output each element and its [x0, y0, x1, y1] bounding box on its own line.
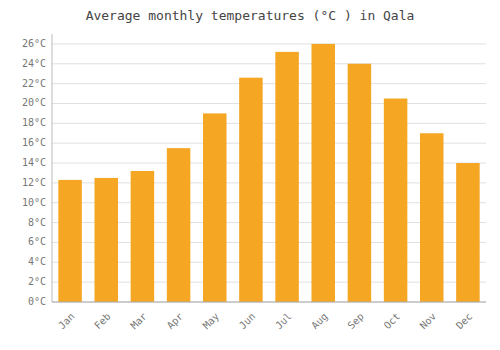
bar [167, 148, 191, 302]
x-tick-label: Mar [128, 311, 149, 332]
y-tick-label: 26°C [22, 38, 46, 49]
y-tick-label: 10°C [22, 197, 46, 208]
bar [131, 171, 155, 302]
y-tick-label: 0°C [28, 296, 46, 307]
y-tick-label: 16°C [22, 137, 46, 148]
y-axis-line [52, 34, 53, 302]
grid-line [52, 103, 486, 104]
chart-container: Average monthly temperatures (°C ) in Qa… [0, 0, 500, 350]
y-tick-label: 22°C [22, 78, 46, 89]
x-axis-line [52, 302, 486, 303]
y-tick-label: 6°C [28, 236, 46, 247]
chart: Average monthly temperatures (°C ) in Qa… [0, 0, 500, 350]
chart-title: Average monthly temperatures (°C ) in Qa… [86, 8, 415, 23]
bar [239, 78, 263, 302]
x-tick-label: Oct [382, 311, 403, 332]
x-tick-label: Apr [165, 311, 186, 332]
x-tick-label: Sep [345, 311, 366, 332]
grid-line [52, 43, 486, 44]
x-tick-label: Dec [454, 311, 475, 332]
bar [311, 44, 335, 302]
y-tick-label: 12°C [22, 177, 46, 188]
x-tick-label: Jan [56, 311, 77, 332]
y-tick-label: 18°C [22, 117, 46, 128]
grid-line [52, 123, 486, 124]
bar [348, 64, 372, 302]
y-tick-label: 14°C [22, 157, 46, 168]
y-tick-label: 8°C [28, 217, 46, 228]
grid-line [52, 302, 486, 303]
x-tick-label: Jul [273, 311, 294, 332]
bars [58, 44, 479, 302]
bar [384, 99, 408, 302]
y-tick-label: 24°C [22, 58, 46, 69]
x-tick-label: Jun [237, 311, 258, 332]
y-tick-label: 20°C [22, 97, 46, 108]
grid [52, 44, 486, 302]
grid-line [52, 83, 486, 84]
y-axis: 0°C 2°C 4°C 6°C 8°C 10°C 12°C 14°C 16°C 18°C 20°C 2… [22, 34, 52, 307]
bar [275, 52, 299, 302]
x-axis: Jan Feb Mar Apr May Jun Jul Aug Sep Oct Nov Dec [52, 302, 486, 331]
bar [420, 133, 444, 302]
y-tick-label: 4°C [28, 256, 46, 267]
x-tick-label: Nov [418, 311, 439, 332]
bar [456, 163, 480, 302]
bar [203, 113, 227, 302]
bar [94, 178, 118, 302]
x-tick-label: May [201, 311, 222, 332]
y-tick-label: 2°C [28, 276, 46, 287]
grid-line [52, 63, 486, 64]
x-tick-label: Aug [309, 311, 330, 332]
bar [58, 180, 82, 302]
x-tick-label: Feb [92, 311, 113, 332]
